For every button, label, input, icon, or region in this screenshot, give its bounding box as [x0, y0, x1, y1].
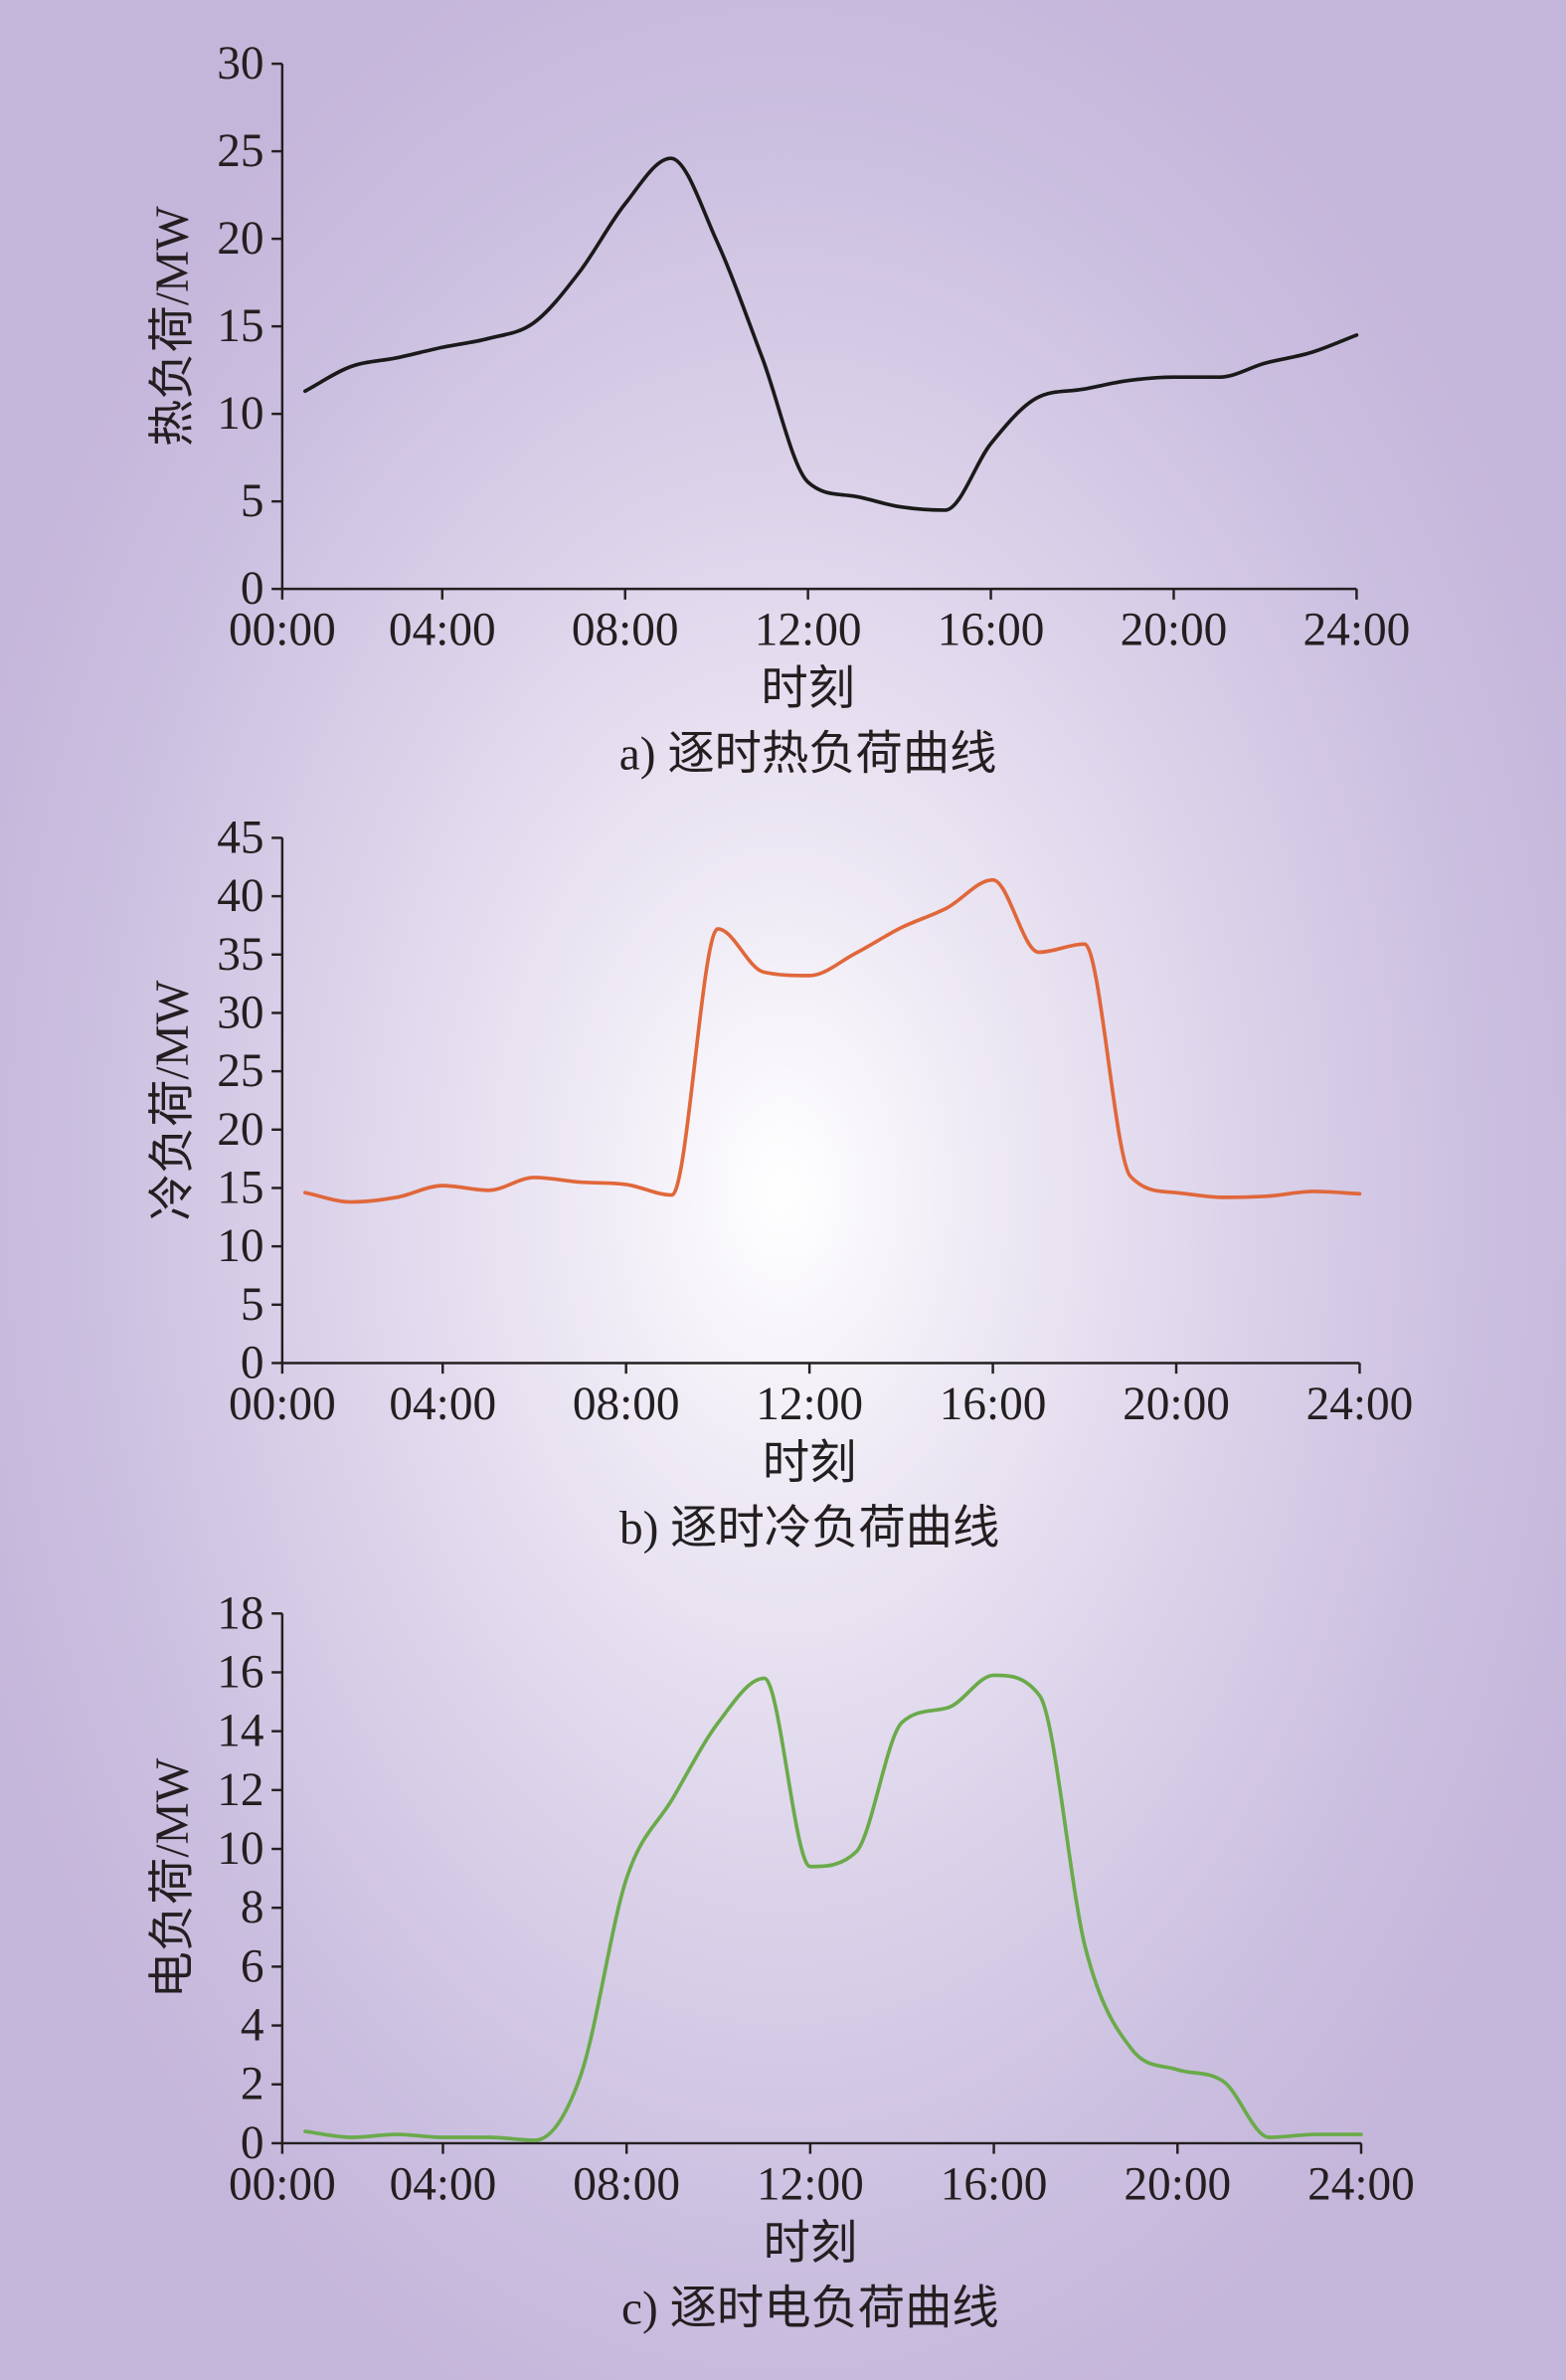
chart-electric-load: 0 2 4 6 8 10 12 14 16 18 00:00 04:00 08:00 12:00 16:00… [147, 1587, 1415, 2334]
y-tick-label: 20 [217, 1104, 263, 1156]
y-tick-label: 10 [217, 1220, 263, 1272]
x-axis-title: 时刻 [764, 2218, 858, 2270]
y-axis-title: 冷负荷/MW [147, 980, 199, 1220]
electric-load-line [303, 1673, 1363, 2142]
chart-heat-load: 0 5 10 15 20 25 30 00:00 04:00 08:00 12:00 16:00 20:… [147, 38, 1410, 781]
y-tick-label: 45 [217, 812, 263, 863]
x-tick-label: 16:00 [938, 605, 1045, 656]
x-tick-label: 04:00 [389, 605, 496, 656]
y-tick-label: 0 [241, 1337, 264, 1388]
x-tick-label: 24:00 [1307, 2158, 1415, 2210]
x-tick-label: 08:00 [573, 1378, 680, 1430]
y-tick-label: 8 [241, 1882, 264, 1933]
y-tick-label: 0 [241, 563, 264, 615]
y-axis-title: 电负荷/MW [147, 1757, 199, 1998]
x-tick-label: 08:00 [572, 605, 679, 656]
y-tick-label: 35 [217, 929, 263, 981]
x-tick-label: 20:00 [1121, 605, 1228, 656]
heat-load-line [303, 156, 1359, 512]
y-tick-label: 30 [217, 38, 263, 90]
x-tick-label: 08:00 [573, 2158, 680, 2210]
y-tick-label: 4 [241, 2000, 264, 2052]
y-tick-label: 18 [217, 1587, 263, 1639]
x-tick-label: 00:00 [229, 605, 336, 656]
chart-caption: c) 逐时电负荷曲线 [621, 2284, 999, 2335]
y-tick-label: 15 [217, 1162, 263, 1213]
x-tick-label: 04:00 [389, 1378, 496, 1430]
x-tick-label: 16:00 [941, 2158, 1048, 2210]
x-tick-label: 24:00 [1306, 1378, 1414, 1430]
x-tick-label: 24:00 [1304, 605, 1411, 656]
x-axis-title: 时刻 [763, 1437, 857, 1489]
y-tick-label: 5 [241, 475, 264, 527]
chart-caption: a) 逐时热负荷曲线 [619, 729, 997, 781]
x-tick-label: 00:00 [229, 2158, 336, 2210]
x-tick-label: 04:00 [390, 2158, 497, 2210]
y-tick-label: 10 [217, 1823, 263, 1875]
y-tick-label: 16 [217, 1646, 263, 1698]
y-tick-label: 30 [217, 987, 263, 1038]
x-tick-label: 12:00 [756, 1378, 863, 1430]
y-tick-label: 25 [217, 1045, 263, 1097]
x-tick-label: 16:00 [940, 1378, 1047, 1430]
x-tick-label: 20:00 [1123, 1378, 1230, 1430]
x-tick-label: 12:00 [757, 2158, 864, 2210]
chart-caption: b) 逐时冷负荷曲线 [619, 1503, 999, 1555]
x-tick-label: 00:00 [229, 1378, 336, 1430]
x-axis-title: 时刻 [761, 663, 855, 715]
cooling-load-line [303, 877, 1362, 1204]
y-tick-label: 2 [241, 2059, 264, 2110]
y-tick-label: 40 [217, 870, 263, 922]
y-axis-title: 热负荷/MW [147, 206, 199, 447]
y-tick-label: 5 [241, 1279, 264, 1331]
y-tick-label: 25 [217, 125, 263, 177]
x-tick-label: 20:00 [1124, 2158, 1231, 2210]
y-tick-label: 0 [241, 2117, 264, 2169]
y-tick-label: 6 [241, 1940, 264, 1992]
chart-cooling-load: 0 5 10 15 20 25 30 35 40 45 00:00 04:00 08:00 12:00 16… [147, 812, 1413, 1555]
y-tick-label: 15 [217, 300, 263, 352]
y-tick-label: 20 [217, 213, 263, 265]
x-tick-label: 12:00 [755, 605, 862, 656]
y-tick-label: 10 [217, 388, 263, 440]
y-tick-label: 12 [217, 1764, 263, 1816]
y-tick-label: 14 [217, 1706, 263, 1757]
